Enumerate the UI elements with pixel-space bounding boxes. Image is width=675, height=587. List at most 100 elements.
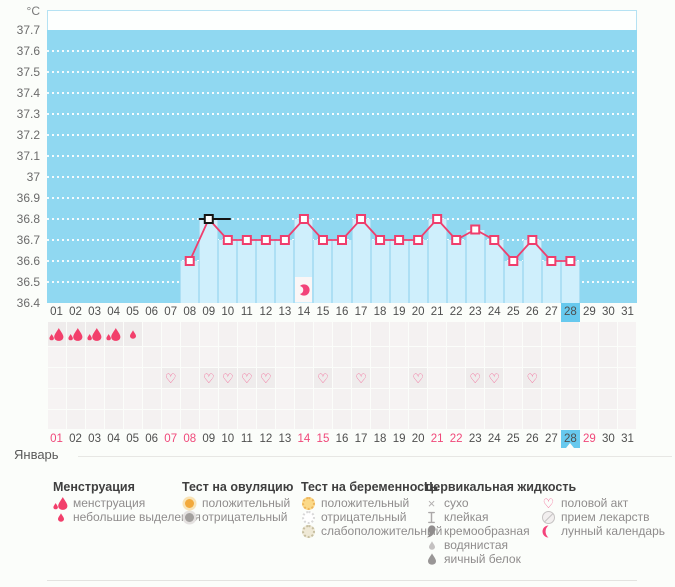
tracker-cell-menstruation[interactable] bbox=[104, 322, 123, 346]
tracker-cell-intercourse[interactable]: ♡ bbox=[161, 368, 180, 388]
tracker-cell-menstruation[interactable] bbox=[294, 322, 313, 346]
tracker-cell-row-2[interactable] bbox=[561, 347, 580, 367]
tracker-cell-menstruation[interactable] bbox=[542, 322, 561, 346]
day-label[interactable]: 11 bbox=[240, 306, 253, 318]
tracker-cell-intercourse[interactable] bbox=[123, 368, 142, 388]
tracker-cell-menstruation[interactable] bbox=[447, 322, 466, 346]
tracker-cell-row-2[interactable] bbox=[428, 347, 447, 367]
temp-point[interactable] bbox=[317, 235, 328, 245]
day-label[interactable]: 01 bbox=[50, 306, 63, 318]
date-label[interactable]: 09 bbox=[202, 433, 216, 445]
tracker-cell-row-5[interactable] bbox=[332, 410, 351, 429]
tracker-cell-menstruation[interactable] bbox=[371, 322, 390, 346]
day-label[interactable]: 18 bbox=[373, 306, 387, 318]
tracker-cell-row-2[interactable] bbox=[447, 347, 466, 367]
tracker-cell-intercourse[interactable]: ♡ bbox=[466, 368, 485, 388]
tracker-cell-row-4[interactable] bbox=[104, 389, 123, 409]
temp-point[interactable] bbox=[279, 235, 290, 245]
tracker-cell-row-5[interactable] bbox=[523, 410, 542, 429]
tracker-cell-row-5[interactable] bbox=[237, 410, 256, 429]
tracker-cell-row-2[interactable] bbox=[237, 347, 256, 367]
day-label[interactable]: 06 bbox=[145, 306, 159, 318]
tracker-cell-row-4[interactable] bbox=[371, 389, 390, 409]
tracker-cell-intercourse[interactable] bbox=[618, 368, 637, 388]
tracker-cell-row-5[interactable] bbox=[542, 410, 561, 429]
tracker-cell-row-2[interactable] bbox=[466, 347, 485, 367]
tracker-cell-menstruation[interactable] bbox=[180, 322, 199, 346]
tracker-cell-row-4[interactable] bbox=[142, 389, 161, 409]
tracker-cell-row-5[interactable] bbox=[371, 410, 390, 429]
temp-point[interactable] bbox=[298, 214, 309, 224]
tracker-cell-row-2[interactable] bbox=[485, 347, 504, 367]
tracker-cell-intercourse[interactable] bbox=[390, 368, 409, 388]
tracker-cell-row-5[interactable] bbox=[142, 410, 161, 429]
tracker-cell-menstruation[interactable] bbox=[523, 322, 542, 346]
tracker-cell-intercourse[interactable]: ♡ bbox=[218, 368, 237, 388]
tracker-cell-row-4[interactable] bbox=[47, 389, 66, 409]
date-label[interactable]: 24 bbox=[487, 433, 501, 445]
selected-temp-point[interactable] bbox=[203, 214, 214, 224]
tracker-cell-row-2[interactable] bbox=[123, 347, 142, 367]
tracker-cell-menstruation[interactable] bbox=[428, 322, 447, 346]
tracker-cell-row-2[interactable] bbox=[180, 347, 199, 367]
tracker-cell-row-5[interactable] bbox=[447, 410, 466, 429]
tracker-cell-row-4[interactable] bbox=[332, 389, 351, 409]
tracker-cell-row-5[interactable] bbox=[352, 410, 371, 429]
tracker-cell-row-5[interactable] bbox=[161, 410, 180, 429]
temp-point[interactable] bbox=[546, 256, 557, 266]
tracker-cell-menstruation[interactable] bbox=[161, 322, 180, 346]
day-label[interactable]: 15 bbox=[316, 306, 330, 318]
tracker-cell-row-4[interactable] bbox=[523, 389, 542, 409]
tracker-cell-row-5[interactable] bbox=[390, 410, 409, 429]
tracker-cell-intercourse[interactable] bbox=[275, 368, 294, 388]
day-label[interactable]: 17 bbox=[354, 306, 368, 318]
tracker-cell-row-4[interactable] bbox=[313, 389, 332, 409]
day-label[interactable]: 08 bbox=[183, 306, 197, 318]
tracker-cell-row-4[interactable] bbox=[85, 389, 104, 409]
tracker-cell-row-4[interactable] bbox=[294, 389, 313, 409]
tracker-cell-intercourse[interactable]: ♡ bbox=[199, 368, 218, 388]
tracker-cell-menstruation[interactable] bbox=[466, 322, 485, 346]
tracker-cell-menstruation[interactable] bbox=[47, 322, 66, 346]
tracker-cell-row-5[interactable] bbox=[313, 410, 332, 429]
day-label[interactable]: 25 bbox=[506, 306, 520, 318]
tracker-cell-row-2[interactable] bbox=[218, 347, 237, 367]
date-label[interactable]: 10 bbox=[221, 433, 235, 445]
tracker-cell-menstruation[interactable] bbox=[561, 322, 580, 346]
tracker-cell-intercourse[interactable] bbox=[85, 368, 104, 388]
date-label[interactable]: 16 bbox=[335, 433, 349, 445]
date-label[interactable]: 01 bbox=[50, 433, 63, 445]
tracker-cell-row-5[interactable] bbox=[218, 410, 237, 429]
day-label[interactable]: 29 bbox=[583, 306, 596, 318]
temp-point[interactable] bbox=[508, 256, 519, 266]
tracker-cell-menstruation[interactable] bbox=[618, 322, 637, 346]
date-label[interactable]: 08 bbox=[183, 433, 197, 445]
tracker-cell-row-4[interactable] bbox=[218, 389, 237, 409]
temp-point[interactable] bbox=[565, 256, 576, 266]
tracker-cell-row-5[interactable] bbox=[409, 410, 428, 429]
tracker-cell-row-2[interactable] bbox=[618, 347, 637, 367]
tracker-cell-row-5[interactable] bbox=[504, 410, 523, 429]
date-label[interactable]: 05 bbox=[126, 433, 140, 445]
tracker-cell-row-2[interactable] bbox=[352, 347, 371, 367]
day-label[interactable]: 10 bbox=[221, 306, 235, 318]
tracker-cell-row-4[interactable] bbox=[580, 389, 599, 409]
day-label[interactable]: 27 bbox=[544, 306, 558, 318]
tracker-cell-intercourse[interactable]: ♡ bbox=[313, 368, 332, 388]
date-label[interactable]: 20 bbox=[411, 433, 425, 445]
tracker-cell-row-4[interactable] bbox=[123, 389, 142, 409]
tracker-cell-intercourse[interactable] bbox=[599, 368, 618, 388]
tracker-cell-row-5[interactable] bbox=[275, 410, 294, 429]
tracker-cell-intercourse[interactable] bbox=[66, 368, 85, 388]
tracker-cell-row-5[interactable] bbox=[47, 410, 66, 429]
tracker-cell-row-4[interactable] bbox=[599, 389, 618, 409]
day-label[interactable]: 02 bbox=[69, 306, 82, 318]
tracker-cell-row-4[interactable] bbox=[428, 389, 447, 409]
tracker-cell-row-4[interactable] bbox=[447, 389, 466, 409]
date-label[interactable]: 11 bbox=[240, 433, 253, 445]
tracker-cell-row-4[interactable] bbox=[199, 389, 218, 409]
tracker-cell-row-2[interactable] bbox=[47, 347, 66, 367]
tracker-cell-row-5[interactable] bbox=[104, 410, 123, 429]
temp-point[interactable] bbox=[489, 235, 500, 245]
tracker-cell-row-2[interactable] bbox=[161, 347, 180, 367]
